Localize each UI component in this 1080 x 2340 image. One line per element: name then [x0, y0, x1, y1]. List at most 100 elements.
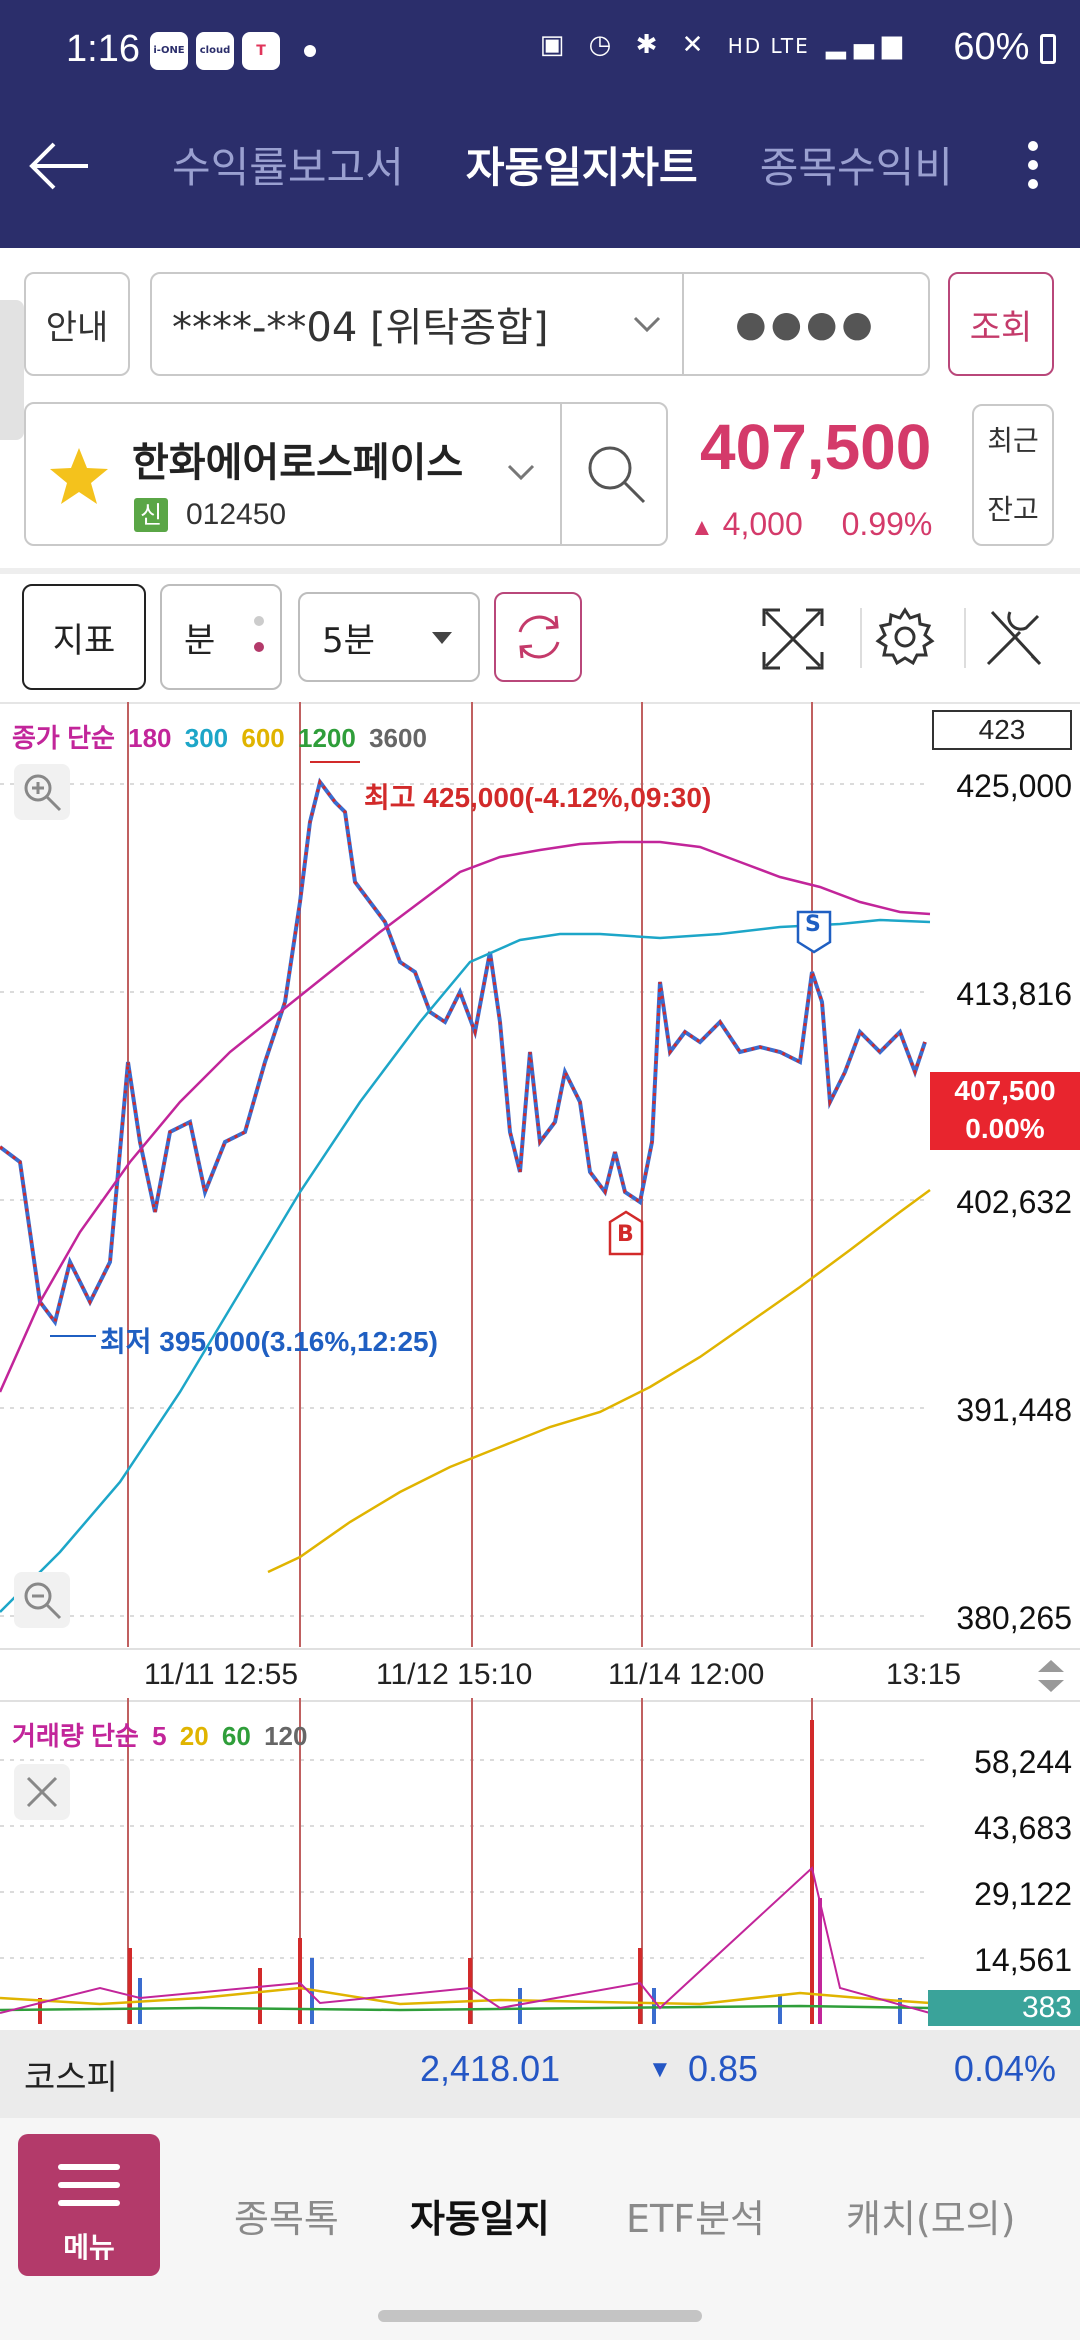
hamburger-icon: [58, 2164, 120, 2218]
volume-legend-ma-60: 60: [221, 1721, 251, 1751]
nav-auto-journal[interactable]: 자동일지: [410, 2197, 550, 2241]
x-axis: 11/11 12:55 11/12 15:10 11/14 12:00 13:1…: [0, 1648, 1080, 1702]
interval-select[interactable]: 5분: [298, 592, 480, 682]
toolbar-divider: [964, 608, 966, 668]
y-label: 402,632: [956, 1184, 1072, 1220]
bottom-nav: 메뉴 종목톡 자동일지 ETF분석 캐치(모의): [0, 2118, 1080, 2340]
account-select[interactable]: ****-**04 [위탁종합]: [150, 272, 684, 376]
search-icon[interactable]: [582, 440, 652, 510]
more-options-icon[interactable]: [1018, 132, 1048, 212]
gear-icon[interactable]: [872, 604, 938, 670]
home-indicator[interactable]: [378, 2310, 702, 2322]
indicator-button[interactable]: 지표: [22, 584, 146, 690]
resize-handle-icon[interactable]: [1034, 1656, 1068, 1696]
stock-code: 012450: [186, 498, 287, 531]
battery-icon: [1040, 33, 1056, 64]
tab-stock-profit[interactable]: 종목수익비: [759, 143, 953, 192]
volume-legend-ma-120: 120: [264, 1721, 308, 1751]
index-value: 2,418.01: [420, 2048, 561, 2089]
nav-catch-mock[interactable]: 캐치(모의): [846, 2197, 1016, 2241]
guide-button-label: 안내: [45, 307, 109, 348]
y-label: 413,816: [956, 976, 1072, 1012]
volume-chart[interactable]: 거래량 단순 5 20 60 120 58,244 43,683 29,122 …: [0, 1698, 1080, 2028]
query-button-label: 조회: [969, 307, 1033, 348]
x-label: 11/14 12:00: [608, 1658, 765, 1691]
close-icon[interactable]: [14, 1764, 70, 1820]
top-value: 423: [978, 714, 1026, 745]
volume-y-label: 58,244: [974, 1744, 1072, 1780]
low-annotation: 최저 395,000(3.16%,12:25): [100, 1326, 438, 1357]
tab-auto-journal-chart[interactable]: 자동일지차트: [465, 143, 698, 192]
current-price-tag-pct: 0.00%: [965, 1113, 1045, 1144]
balance-label[interactable]: 잔고: [987, 493, 1039, 526]
guide-button[interactable]: 안내: [24, 272, 130, 376]
price-chart-svg[interactable]: [0, 702, 1080, 1702]
fullscreen-icon[interactable]: [760, 606, 826, 672]
side-drawer-handle[interactable]: [0, 300, 24, 440]
price-change: ▲ 4,000 0.99%: [690, 506, 932, 543]
volume-y-label: 29,122: [974, 1876, 1072, 1912]
zoom-in-icon[interactable]: [14, 764, 70, 820]
nav-stock-talk[interactable]: 종목톡: [234, 2197, 339, 2241]
legend-ma-600: 600: [241, 723, 285, 753]
y-label: 380,265: [956, 1600, 1072, 1636]
volume-legend-ma-5: 5: [152, 1721, 167, 1751]
stock-selector[interactable]: 한화에어로스페이스 신 012450: [24, 402, 668, 546]
up-triangle-icon: ▲: [690, 514, 714, 541]
notification-dot-icon: [304, 45, 316, 57]
refresh-icon: [518, 615, 560, 659]
zoom-out-icon[interactable]: [14, 1572, 70, 1628]
price-chart[interactable]: 종가 단순 180 300 600 1200 3600 최고 425,000(-…: [0, 702, 1080, 1702]
system-icons-glyph: ▣ ◷ ✱ ✕: [539, 30, 712, 60]
account-number: ****-**04 [위탁종합]: [172, 305, 549, 351]
recent-label[interactable]: 최근: [987, 424, 1039, 457]
search-divider: [560, 404, 562, 544]
two-dots-icon: [254, 616, 264, 652]
status-time: 1:16: [66, 28, 140, 70]
x-label: 11/12 15:10: [376, 1658, 533, 1691]
change-amount: 4,000: [722, 506, 803, 542]
chart-top-divider: [0, 702, 1080, 704]
back-arrow-icon[interactable]: [28, 134, 92, 198]
price-legend[interactable]: 종가 단순 180 300 600 1200 3600: [12, 718, 427, 755]
nav-etf-analysis[interactable]: ETF분석: [626, 2197, 765, 2241]
current-price-tag-value: 407,500: [954, 1075, 1056, 1106]
password-field[interactable]: ●●●●: [682, 272, 930, 376]
menu-button[interactable]: 메뉴: [18, 2134, 160, 2276]
minute-button[interactable]: 분: [160, 584, 282, 690]
battery-status: 60%: [953, 26, 1056, 69]
change-percent: 0.99%: [841, 506, 933, 542]
high-annotation: 최고 425,000(-4.12%,09:30): [364, 782, 712, 813]
volume-y-label: 43,683: [974, 1810, 1072, 1846]
index-name: 코스피: [24, 2058, 118, 2098]
signal-icon: ▂▄▆: [826, 30, 910, 60]
refresh-button[interactable]: [494, 592, 582, 682]
buy-marker: B: [617, 1222, 634, 1247]
volume-legend-prefix: 거래량 단순: [12, 1721, 139, 1751]
tools-icon[interactable]: [980, 604, 1048, 672]
recent-balance-toggle[interactable]: 최근 잔고: [972, 404, 1054, 546]
new-badge: 신: [134, 498, 168, 532]
down-triangle-icon: ▼: [648, 2056, 672, 2083]
status-app-icons: i-ONE cloud T: [150, 32, 316, 70]
volume-chart-svg[interactable]: [0, 1698, 1080, 2028]
system-status-icons: ▣ ◷ ✱ ✕ HD LTE ▂▄▆: [540, 30, 910, 60]
current-price: 407,500: [700, 411, 932, 483]
interval-value: 5분: [322, 620, 375, 661]
x-label: 11/11 12:55: [144, 1658, 299, 1691]
menu-label: 메뉴: [63, 2231, 115, 2264]
minute-label: 분: [184, 620, 216, 661]
indicator-label: 지표: [52, 620, 116, 661]
favorite-star-icon[interactable]: [48, 446, 110, 506]
top-value-box: 423: [932, 710, 1072, 750]
header-nav: 수익률보고서 자동일지차트 종목수익비: [0, 104, 1080, 248]
t-app-icon: T: [242, 32, 280, 70]
legend-ma-1200: 1200: [298, 723, 356, 753]
y-label: 425,000: [956, 768, 1072, 804]
legend-prefix: 종가 단순: [12, 723, 115, 753]
query-button[interactable]: 조회: [948, 272, 1054, 376]
network-label: HD LTE: [727, 34, 810, 58]
volume-legend[interactable]: 거래량 단순 5 20 60 120: [12, 1716, 307, 1753]
tab-profit-report[interactable]: 수익률보고서: [172, 143, 404, 192]
volume-current: 383: [1021, 1991, 1072, 2024]
